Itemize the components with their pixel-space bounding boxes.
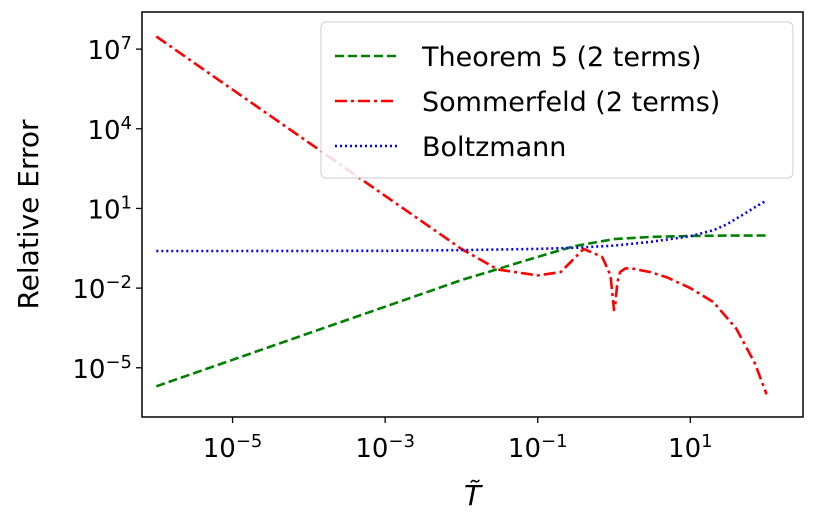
- y-tick-label: 107: [87, 33, 132, 67]
- legend: Theorem 5 (2 terms) Sommerfeld (2 terms) B…: [320, 21, 794, 179]
- series-line-3: [156, 199, 768, 253]
- legend-box: [320, 21, 794, 179]
- y-tick-label: 101: [87, 192, 132, 226]
- series-layer: [155, 35, 768, 395]
- x-axis-label: T̃: [464, 479, 483, 512]
- x-tick-label: 101: [668, 431, 713, 465]
- legend-label: Boltzmann: [422, 132, 566, 163]
- y-tick-label: 10−2: [72, 272, 132, 306]
- legend-label: Theorem 5 (2 terms): [421, 42, 702, 73]
- y-axis-label: Relative Error: [12, 119, 45, 310]
- ticks-layer: 10−5 10−3 10−1 101 10−5 10−2 101 104 107: [72, 33, 712, 464]
- x-tick-label: 10−1: [508, 431, 568, 465]
- y-tick-label: 104: [87, 112, 132, 146]
- plot-frame: [141, 11, 804, 418]
- x-tick-label: 10−3: [355, 431, 415, 465]
- y-tick-label: 10−5: [72, 351, 132, 385]
- series-line-1: [155, 234, 767, 388]
- legend-label: Sommerfeld (2 terms): [422, 87, 720, 118]
- x-tick-label: 10−5: [203, 431, 263, 465]
